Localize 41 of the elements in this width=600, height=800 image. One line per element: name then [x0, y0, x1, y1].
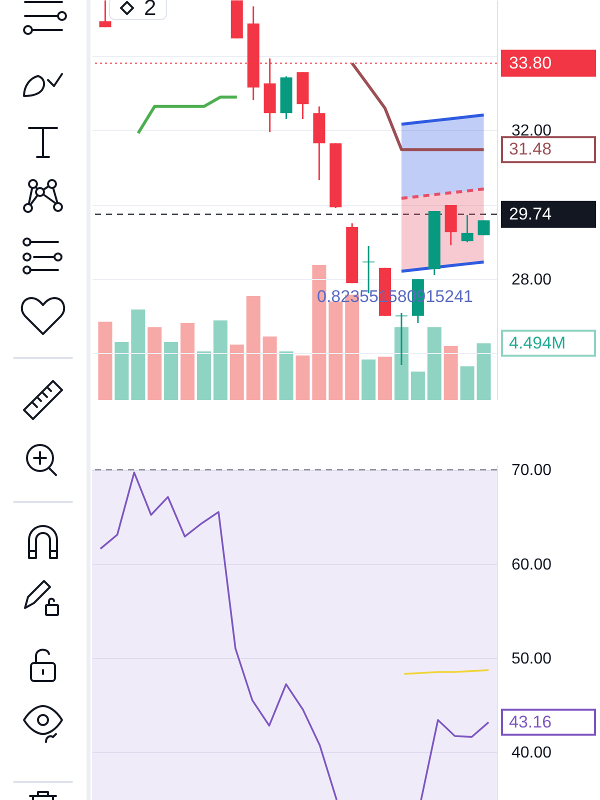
candlestick [461, 214, 474, 243]
bar [262, 336, 277, 400]
bar [164, 342, 178, 400]
bar [410, 372, 425, 400]
annotation: 2 [144, 0, 156, 21]
bar [328, 301, 343, 400]
line-series [350, 62, 486, 152]
bar [427, 327, 442, 400]
bar [444, 346, 458, 400]
bar [362, 360, 376, 400]
bar [148, 327, 162, 400]
bar [230, 344, 244, 400]
data-label: 43.16 [509, 712, 552, 732]
bar [378, 356, 392, 400]
bar [114, 342, 129, 400]
bar [98, 322, 112, 400]
ref-line-label: 29.74 [509, 204, 552, 224]
text: 4.494M [509, 333, 566, 352]
bar [213, 320, 228, 400]
y-tick-label: 50.00 [512, 650, 552, 668]
ref-line-label: 33.80 [509, 53, 552, 72]
bar [296, 355, 310, 400]
y-tick-label: 70.00 [512, 462, 552, 480]
line-series [400, 113, 486, 126]
bar [196, 351, 211, 400]
y-tick-label: 28.00 [512, 272, 552, 289]
line-series [420, 719, 490, 800]
bar [460, 366, 474, 400]
bar [131, 310, 146, 400]
data-label: 31.48 [509, 140, 552, 159]
bar [279, 351, 294, 400]
y-tick-label: 60.00 [512, 556, 552, 574]
line-series [400, 188, 486, 200]
bar [394, 327, 408, 400]
bar [246, 296, 260, 400]
line-series [100, 472, 338, 800]
bar [476, 343, 491, 400]
y-tick-label: 40.00 [512, 744, 552, 762]
y-tick-label: 32.00 [512, 122, 552, 140]
bar [180, 323, 195, 400]
candlestick [99, 0, 112, 28]
